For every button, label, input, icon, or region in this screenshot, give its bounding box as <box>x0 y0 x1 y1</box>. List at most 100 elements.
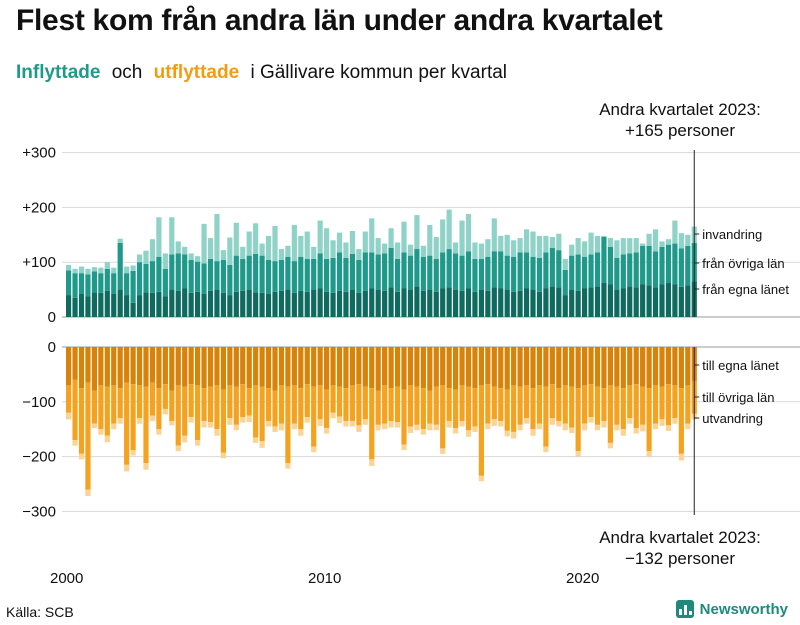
brand-logo[interactable]: Newsworthy <box>675 600 788 618</box>
bar-out-own-county <box>72 347 78 380</box>
bar-in-immigration <box>207 238 214 259</box>
bar-in-immigration <box>356 249 362 261</box>
bar-out-own-county <box>220 347 226 390</box>
bar-out-emigration <box>136 418 143 424</box>
bar-in-immigration <box>343 242 349 258</box>
bar-out-own-county <box>375 347 381 391</box>
bar-in-immigration <box>175 241 181 254</box>
bar-out-own-county <box>420 347 426 389</box>
bar-in-other-counties <box>588 254 594 288</box>
bar-in-immigration <box>240 246 246 259</box>
bar-in-own-county <box>356 292 362 317</box>
bar-in-immigration <box>259 243 265 256</box>
bar-in-other-counties <box>652 251 659 288</box>
series-label-in: från egna länet <box>702 282 789 297</box>
bar-in-other-counties <box>620 254 626 289</box>
bar-out-other-counties <box>523 385 530 419</box>
bar-out-emigration <box>601 420 607 428</box>
bar-in-own-county <box>214 289 220 317</box>
bar-out-other-counties <box>169 390 175 421</box>
bar-out-emigration <box>298 429 304 436</box>
subtitle-inflyttade: Inflyttade <box>16 62 101 83</box>
bar-in-own-county <box>330 292 336 317</box>
series-label-out: till egna länet <box>702 358 779 373</box>
bar-out-emigration <box>169 420 175 426</box>
bar-in-immigration <box>465 213 472 252</box>
bar-out-other-counties <box>614 386 620 425</box>
annotation-bottom-line1: Andra kvartalet 2023: <box>599 528 761 547</box>
bar-out-emigration <box>382 423 388 430</box>
bar-in-other-counties <box>169 254 175 290</box>
bar-in-own-county <box>259 292 265 317</box>
bar-in-other-counties <box>504 255 510 290</box>
bar-out-emigration <box>336 416 343 424</box>
bar-out-emigration <box>259 441 265 448</box>
bar-in-other-counties <box>446 249 452 288</box>
bar-out-other-counties <box>304 384 310 418</box>
bar-in-own-county <box>253 292 259 317</box>
bar-out-own-county <box>207 347 214 387</box>
bar-in-own-county <box>665 283 672 317</box>
bar-out-own-county <box>388 347 394 389</box>
bar-out-emigration <box>182 435 188 443</box>
bar-out-emigration <box>111 423 117 430</box>
bar-in-other-counties <box>427 255 433 290</box>
bar-out-own-county <box>233 347 239 387</box>
bar-out-emigration <box>104 435 110 443</box>
bar-in-other-counties <box>594 252 601 287</box>
bar-in-own-county <box>207 290 214 317</box>
bar-out-own-county <box>91 347 97 391</box>
migration-chart: +300 +200 +100 0 0 −100 −200 −300 2000 2010 2020 An… <box>22 100 800 587</box>
bar-out-emigration <box>427 423 433 431</box>
bar-out-own-county <box>265 347 272 389</box>
bar-out-own-county <box>195 347 201 386</box>
bar-in-other-counties <box>549 247 555 287</box>
bar-in-immigration <box>298 235 304 257</box>
bar-in-other-counties <box>517 252 523 291</box>
bar-in-other-counties <box>311 258 317 290</box>
bar-in-own-county <box>375 289 381 317</box>
bar-out-other-counties <box>382 385 388 424</box>
bar-out-other-counties <box>136 385 143 419</box>
bar-out-other-counties <box>678 388 684 454</box>
bar-out-other-counties <box>91 390 97 424</box>
bar-out-other-counties <box>401 389 407 445</box>
bar-in-other-counties <box>556 250 562 288</box>
bar-out-emigration <box>349 420 355 427</box>
bar-out-other-counties <box>646 388 652 452</box>
bar-out-other-counties <box>336 386 343 417</box>
bar-out-emigration <box>291 423 297 430</box>
bar-out-own-county <box>478 347 484 386</box>
bar-out-emigration <box>543 446 549 453</box>
bar-out-other-counties <box>465 386 472 431</box>
bar-in-own-county <box>627 286 633 317</box>
bar-out-emigration <box>72 440 78 446</box>
bar-in-other-counties <box>246 255 252 290</box>
bar-in-other-counties <box>124 273 130 296</box>
bar-out-other-counties <box>556 388 562 421</box>
bar-in-immigration <box>517 238 523 253</box>
series-label-out: till övriga län <box>702 390 774 405</box>
bar-in-immigration <box>420 245 426 257</box>
bar-out-own-county <box>523 347 530 386</box>
bar-in-other-counties <box>478 258 484 290</box>
subtitle-rest: i Gällivare kommun per kvartal <box>250 62 508 83</box>
bar-in-immigration <box>601 235 607 237</box>
bar-out-emigration <box>575 451 581 457</box>
bar-out-other-counties <box>685 385 691 424</box>
bar-in-other-counties <box>627 253 633 287</box>
bar-in-immigration <box>446 209 452 250</box>
bar-out-own-county <box>156 347 162 389</box>
bar-in-own-county <box>240 290 246 317</box>
bar-in-immigration <box>117 238 123 244</box>
bar-out-own-county <box>124 347 130 383</box>
bar-out-other-counties <box>330 385 336 413</box>
bar-out-own-county <box>272 347 278 391</box>
bar-out-own-county <box>188 347 194 385</box>
bar-in-other-counties <box>188 260 194 293</box>
bar-in-own-county <box>220 292 226 317</box>
y-tick-label-bottom: −100 <box>22 394 56 411</box>
bar-in-immigration <box>85 268 91 275</box>
bar-out-own-county <box>175 347 181 386</box>
bar-in-immigration <box>362 231 368 253</box>
